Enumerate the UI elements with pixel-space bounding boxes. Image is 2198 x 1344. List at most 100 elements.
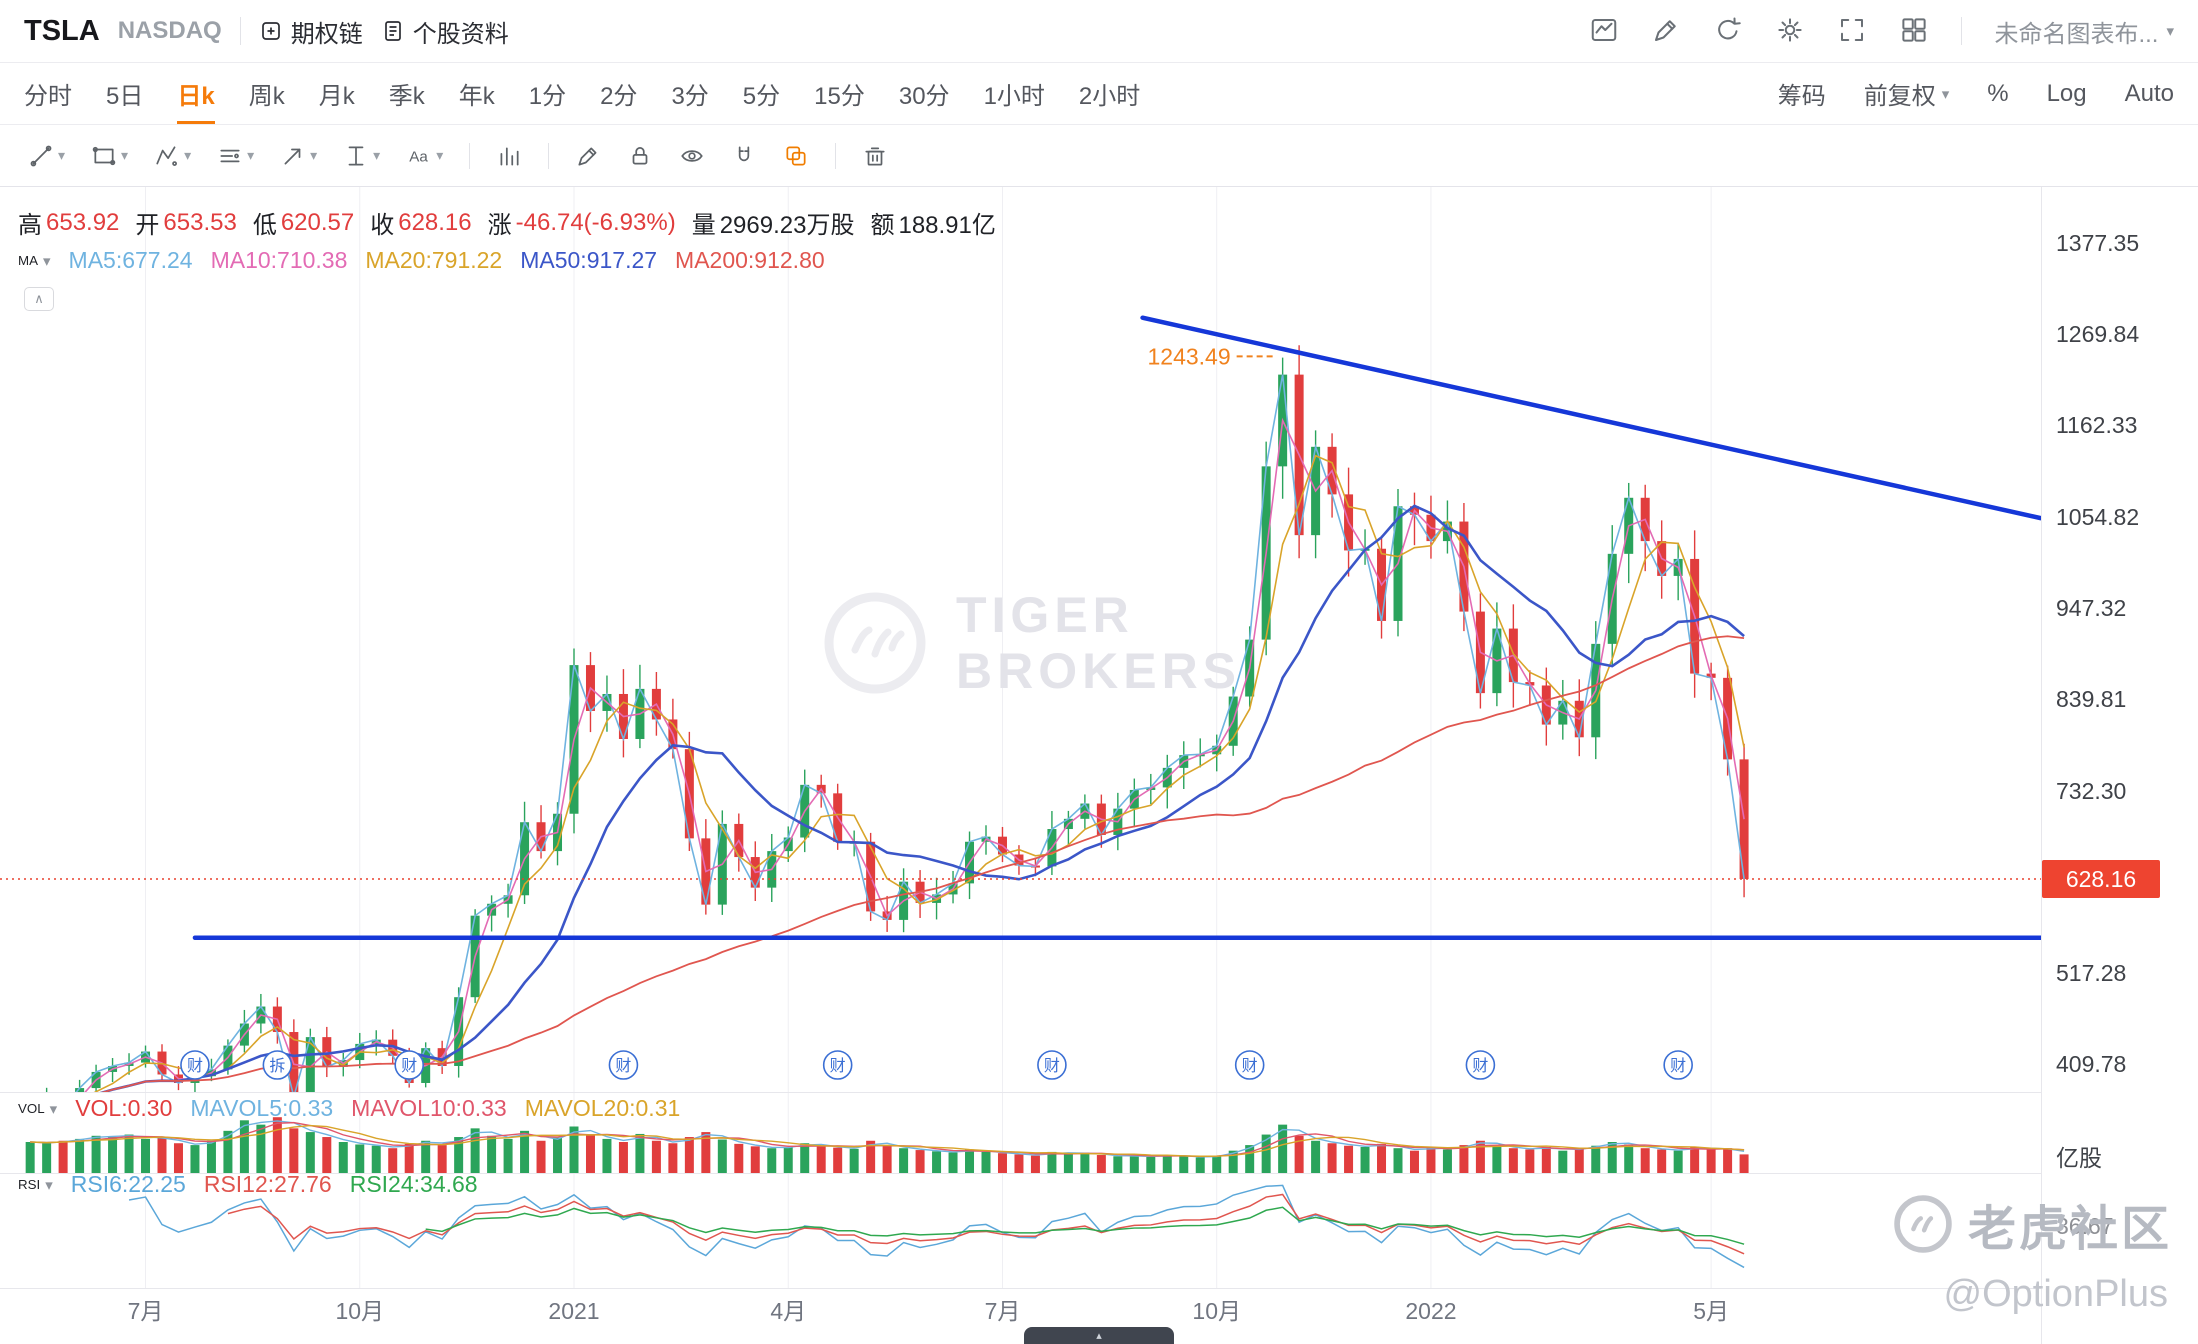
timeframe-季k[interactable]: 季k bbox=[389, 63, 425, 124]
timeframe-周k[interactable]: 周k bbox=[249, 63, 285, 124]
symbol-label: TSLA bbox=[24, 14, 100, 47]
options-chain-icon bbox=[261, 22, 280, 40]
timeframe-1分[interactable]: 1分 bbox=[529, 63, 566, 124]
timeframe-分时[interactable]: 分时 bbox=[24, 63, 72, 124]
brush-tool[interactable] bbox=[575, 143, 601, 169]
horizontal-lines-tool[interactable]: ▾ bbox=[217, 143, 254, 169]
lock-tool[interactable] bbox=[627, 143, 653, 169]
timeframe-2分[interactable]: 2分 bbox=[600, 63, 637, 124]
price-tick: 1054.82 bbox=[2056, 503, 2140, 530]
svg-text:10月: 10月 bbox=[335, 1298, 384, 1324]
options-chain-label: 期权链 bbox=[290, 20, 363, 48]
price-tick: 947.32 bbox=[2056, 594, 2127, 621]
shape-tool[interactable]: ▾ bbox=[91, 143, 128, 169]
timeframe-2小时[interactable]: 2小时 bbox=[1079, 63, 1140, 124]
divider bbox=[469, 142, 471, 169]
timeframe-年k[interactable]: 年k bbox=[459, 63, 495, 124]
ma-indicator-item: MA20:791.22 bbox=[365, 247, 503, 273]
options-chain-tab[interactable]: 期权链 bbox=[259, 14, 363, 49]
rsi-indicator-item: RSI24:34.68 bbox=[349, 1171, 478, 1197]
visibility-eye-tool[interactable] bbox=[679, 143, 705, 169]
svg-text:财: 财 bbox=[1044, 1057, 1060, 1075]
chart-control-筹码[interactable]: 筹码 bbox=[1778, 76, 1826, 111]
wave-pattern-tool[interactable]: ▾ bbox=[154, 143, 191, 169]
chart-controls: 筹码 前复权 ▾% Log Auto bbox=[1778, 63, 2174, 124]
sync-drawings-tool[interactable] bbox=[783, 143, 809, 169]
stock-info-tab[interactable]: 个股资料 bbox=[381, 14, 509, 49]
settings-gear-icon[interactable] bbox=[1775, 15, 1805, 48]
rsi-legend: RSI ▾ RSI6:22.25 RSI12:27.76 RSI24:34.68 bbox=[18, 1171, 478, 1198]
chart-control-%[interactable]: % bbox=[1987, 79, 2009, 107]
timeframe-日k[interactable]: 日k bbox=[177, 63, 215, 124]
timeframe-3分[interactable]: 3分 bbox=[671, 63, 708, 124]
chart-control-Auto[interactable]: Auto bbox=[2124, 79, 2174, 107]
ohlc-label: 涨 bbox=[487, 212, 512, 239]
timeframe-1小时[interactable]: 1小时 bbox=[984, 63, 1045, 124]
vol-indicator-dropdown[interactable]: VOL ▾ bbox=[18, 1100, 58, 1118]
drawing-toolbar: ▾ ▾ ▾ ▾ ▾ ▾ Aa ▾ bbox=[0, 125, 2198, 187]
ohlc-label: 收 bbox=[370, 212, 395, 239]
timeframe-月k[interactable]: 月k bbox=[319, 63, 355, 124]
vol-indicator-item: MAVOL10:0.33 bbox=[351, 1095, 507, 1121]
magnet-tool[interactable] bbox=[731, 143, 757, 169]
last-price-tag: 628.16 bbox=[2042, 860, 2160, 898]
svg-text:Aa: Aa bbox=[409, 148, 428, 165]
timeframe-15分[interactable]: 15分 bbox=[814, 63, 865, 124]
svg-text:财: 财 bbox=[401, 1057, 417, 1075]
ohlc-readout: 高 653.92 开 653.53 低 620.57 收 628.16 涨 -46.74(-6.9… bbox=[18, 205, 1012, 240]
ohlc-value: 188.91亿 bbox=[898, 212, 996, 239]
layout-name-dropdown[interactable]: 未命名图表布... ▾ bbox=[1994, 14, 2174, 49]
ma-indicator-item: MA5:677.24 bbox=[68, 247, 193, 273]
text-tool[interactable]: Aa ▾ bbox=[406, 143, 443, 169]
svg-text:1243.49: 1243.49 bbox=[1147, 343, 1230, 369]
svg-text:财: 财 bbox=[615, 1057, 631, 1075]
svg-text:拆: 拆 bbox=[269, 1057, 285, 1075]
ohlc-value: 653.92 bbox=[46, 208, 120, 236]
edit-icon[interactable] bbox=[1651, 15, 1681, 48]
timeframe-bar: 分时 5日 日k 周k 月k 季k 年k 1分 2分 3分 5分 15分 30分 1小时 2小时 筹码 前复权… bbox=[0, 63, 2198, 125]
ohlc-value: -46.74(-6.93%) bbox=[515, 208, 676, 236]
refresh-icon[interactable] bbox=[1713, 15, 1743, 48]
chart-panel-icon[interactable] bbox=[1589, 15, 1619, 48]
measure-tool[interactable]: ▾ bbox=[343, 143, 380, 169]
bottom-panel-handle[interactable]: ▴ bbox=[1024, 1327, 1174, 1344]
arrow-tool[interactable]: ▾ bbox=[280, 143, 317, 169]
chevron-down-icon: ▾ bbox=[2166, 23, 2174, 40]
price-tick: 517.28 bbox=[2056, 960, 2127, 987]
price-tick: 409.78 bbox=[2056, 1051, 2127, 1078]
price-tick: 732.30 bbox=[2056, 777, 2127, 804]
svg-text:财: 财 bbox=[1472, 1057, 1488, 1075]
bar-pattern-tool[interactable] bbox=[496, 143, 522, 169]
svg-text:财: 财 bbox=[1242, 1057, 1258, 1075]
rsi-indicator-dropdown[interactable]: RSI ▾ bbox=[18, 1176, 53, 1194]
volume-axis-unit: 亿股 bbox=[2056, 1145, 2102, 1171]
trash-tool[interactable] bbox=[862, 143, 888, 169]
ohlc-label: 额 bbox=[870, 212, 895, 239]
layout-grid-icon[interactable] bbox=[1899, 15, 1929, 48]
collapse-pane-button[interactable]: ∧ bbox=[24, 287, 54, 311]
candlestick-chart[interactable]: 7月 10月 2021 4月 7月 10月 2022 5月 1243.49 财 拆 财 财 财 财 财 财 财 bbox=[0, 187, 2041, 1344]
ma-indicator-item: MA10:710.38 bbox=[210, 247, 348, 273]
trend-line-tool[interactable]: ▾ bbox=[28, 143, 65, 169]
svg-text:财: 财 bbox=[830, 1057, 846, 1075]
timeframe-5日[interactable]: 5日 bbox=[106, 63, 143, 124]
top-bar: TSLA NASDAQ 期权链 个股资料 bbox=[0, 0, 2198, 63]
chart-control-Log[interactable]: Log bbox=[2046, 79, 2087, 107]
fullscreen-icon[interactable] bbox=[1837, 15, 1867, 48]
rsi-indicator-item: RSI6:22.25 bbox=[70, 1171, 186, 1197]
exchange-label: NASDAQ bbox=[117, 17, 222, 44]
ohlc-label: 量 bbox=[691, 212, 716, 239]
price-axis[interactable]: 1377.35 1269.84 1162.33 1054.82 947.32 839.81… bbox=[2041, 187, 2198, 1344]
timeframe-30分[interactable]: 30分 bbox=[899, 63, 950, 124]
chart-control-前复权[interactable]: 前复权 ▾ bbox=[1864, 76, 1950, 111]
rsi-axis-value: 36.67 bbox=[2056, 1213, 2114, 1239]
price-tick: 1162.33 bbox=[2056, 412, 2138, 439]
ma-indicator-item: MA50:917.27 bbox=[520, 247, 658, 273]
svg-text:7月: 7月 bbox=[128, 1298, 164, 1324]
ma-indicator-dropdown[interactable]: MA ▾ bbox=[18, 252, 51, 270]
ohlc-label: 低 bbox=[252, 212, 277, 239]
timeframe-5分[interactable]: 5分 bbox=[743, 63, 780, 124]
document-icon bbox=[384, 21, 401, 41]
ohlc-label: 开 bbox=[135, 212, 160, 239]
